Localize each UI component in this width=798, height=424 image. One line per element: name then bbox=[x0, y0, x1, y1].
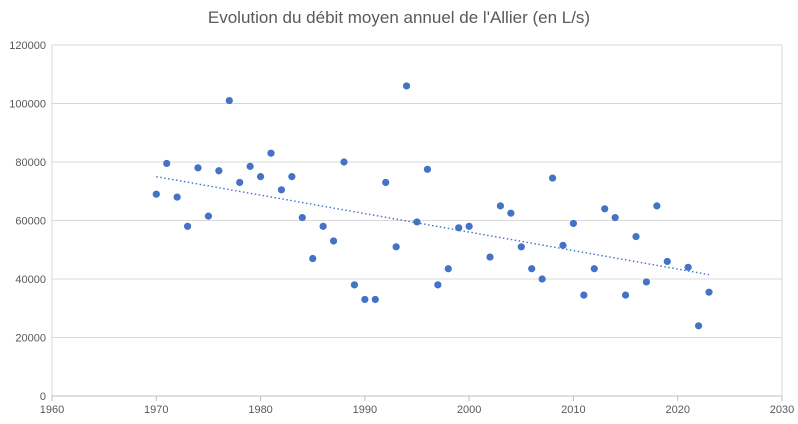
data-point bbox=[548, 174, 557, 182]
data-point bbox=[653, 202, 661, 210]
data-point bbox=[663, 257, 671, 266]
data-point bbox=[329, 237, 338, 245]
data-point bbox=[173, 193, 181, 201]
data-point bbox=[601, 205, 609, 213]
data-point bbox=[392, 243, 400, 251]
data-point bbox=[267, 149, 275, 157]
data-point bbox=[225, 96, 233, 105]
x-tick-label: 2020 bbox=[665, 404, 689, 416]
data-point bbox=[152, 190, 160, 198]
data-point bbox=[246, 162, 254, 170]
data-point bbox=[528, 265, 536, 273]
data-point bbox=[569, 219, 578, 228]
data-point bbox=[319, 222, 327, 230]
data-point bbox=[580, 291, 588, 299]
data-point bbox=[215, 167, 223, 175]
data-point bbox=[486, 253, 494, 261]
data-point bbox=[402, 82, 411, 90]
x-tick-label: 2010 bbox=[561, 404, 585, 416]
data-point bbox=[632, 232, 640, 241]
axes: 0 20000 40000 60000 80000 100000 120000 1960 197… bbox=[9, 40, 794, 416]
data-point bbox=[517, 243, 525, 251]
data-point bbox=[256, 173, 265, 181]
data-point bbox=[340, 158, 348, 166]
data-point bbox=[361, 295, 369, 304]
x-tick-label: 1980 bbox=[248, 404, 272, 416]
x-tick-label: 2000 bbox=[457, 404, 481, 416]
data-point bbox=[413, 218, 421, 226]
trendline bbox=[156, 175, 710, 276]
data-point bbox=[204, 212, 213, 220]
data-point bbox=[621, 291, 630, 299]
data-point bbox=[611, 213, 619, 222]
data-point bbox=[382, 178, 390, 187]
data-point bbox=[309, 254, 317, 263]
data-point bbox=[350, 281, 359, 289]
data-point bbox=[371, 295, 379, 304]
data-point bbox=[163, 159, 171, 168]
x-tick-label: 1970 bbox=[144, 404, 168, 416]
data-point bbox=[538, 275, 546, 283]
data-point bbox=[298, 213, 306, 222]
chart-title: Evolution du débit moyen annuel de l'All… bbox=[207, 8, 591, 27]
y-tick-label: 40000 bbox=[15, 274, 46, 286]
data-point bbox=[434, 281, 442, 289]
data-point bbox=[444, 265, 452, 273]
trendline-group bbox=[156, 175, 710, 276]
data-point bbox=[496, 202, 505, 210]
data-point bbox=[455, 224, 463, 232]
y-tick-label: 20000 bbox=[15, 333, 46, 345]
data-point bbox=[288, 173, 296, 181]
data-point bbox=[590, 265, 598, 273]
y-tick-label: 60000 bbox=[15, 216, 46, 228]
data-point bbox=[705, 288, 713, 296]
data-point bbox=[465, 222, 473, 230]
y-tick-label: 80000 bbox=[15, 157, 46, 169]
data-point bbox=[642, 278, 651, 286]
data-point bbox=[559, 241, 567, 249]
x-tick-label: 1960 bbox=[40, 404, 64, 416]
data-point bbox=[183, 222, 192, 230]
data-point bbox=[694, 322, 703, 330]
x-tick-label: 1990 bbox=[353, 404, 377, 416]
data-point bbox=[507, 209, 515, 217]
data-point bbox=[684, 263, 692, 271]
data-points bbox=[152, 82, 713, 330]
data-point bbox=[277, 186, 286, 194]
data-point bbox=[236, 178, 244, 187]
x-tick-label: 2030 bbox=[770, 404, 794, 416]
data-point bbox=[194, 164, 202, 172]
data-point bbox=[423, 165, 432, 173]
y-tick-label: 100000 bbox=[9, 99, 46, 111]
y-tick-label: 0 bbox=[40, 391, 46, 403]
y-tick-label: 120000 bbox=[9, 40, 46, 52]
